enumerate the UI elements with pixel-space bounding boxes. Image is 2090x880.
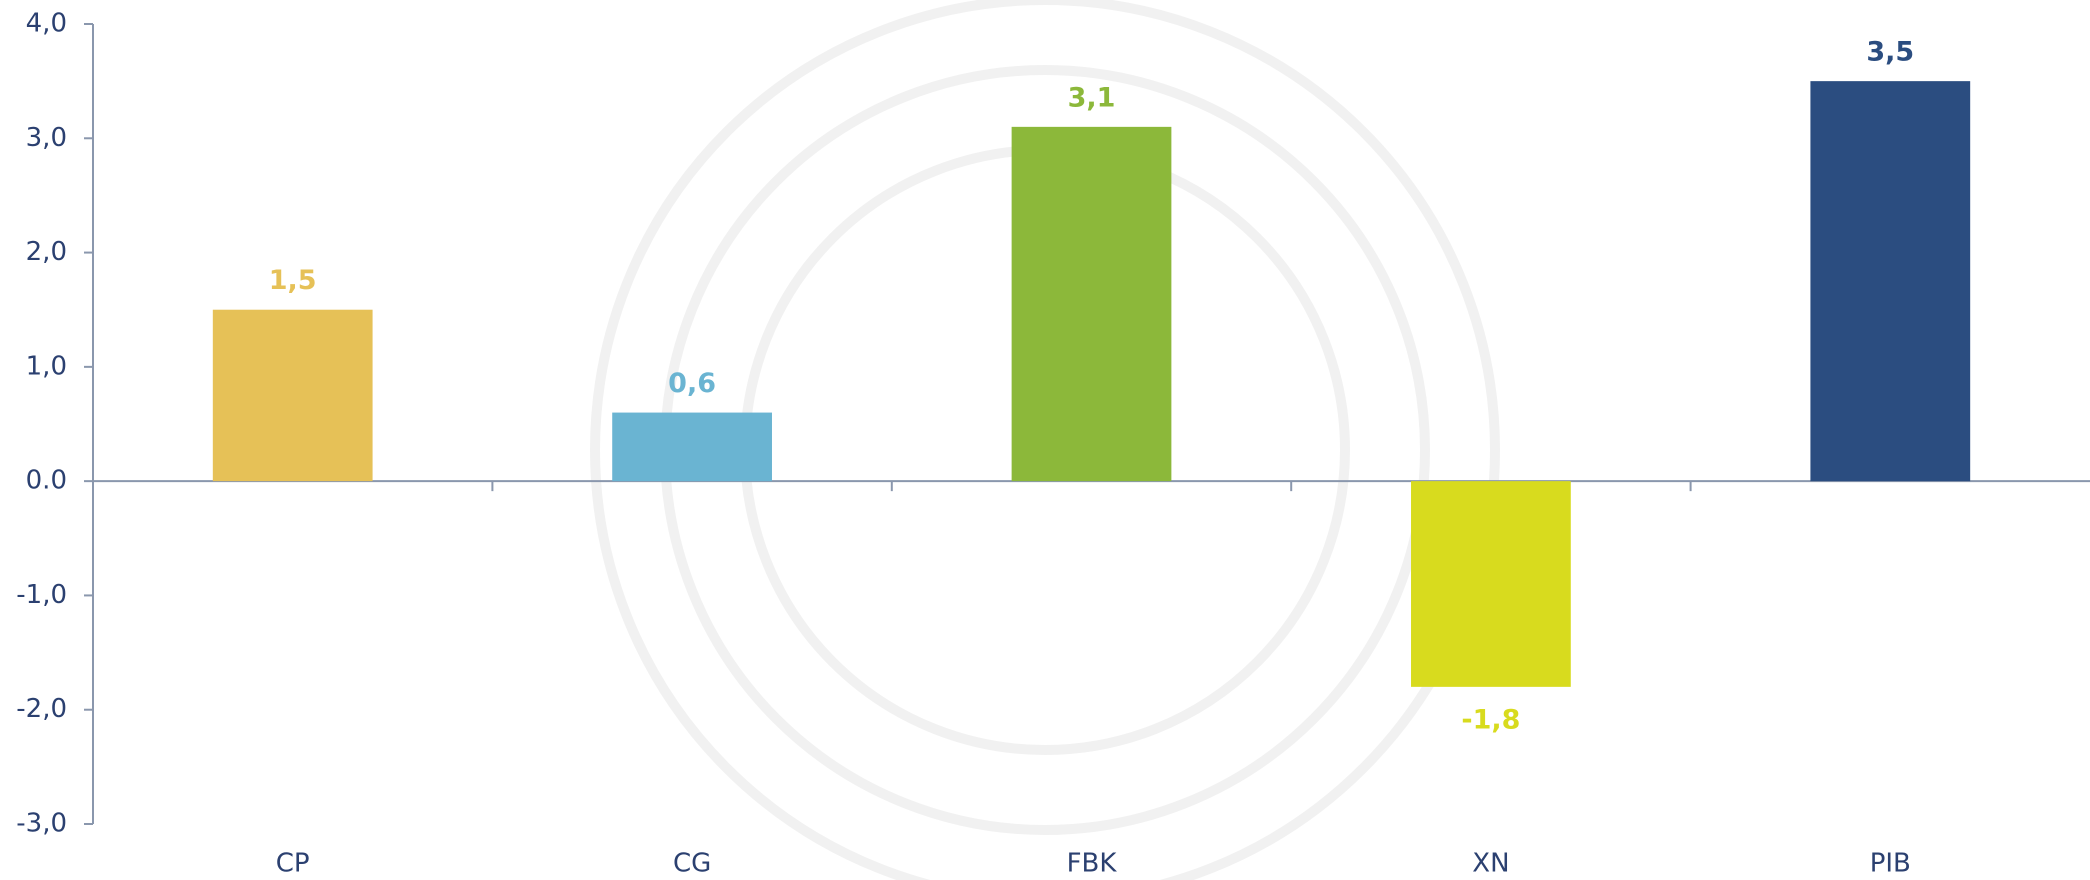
bar — [212, 309, 373, 482]
value-label: 3,1 — [1068, 82, 1116, 113]
x-tick-label: PIB — [1870, 849, 1911, 879]
bar — [1810, 81, 1971, 482]
bar — [612, 412, 772, 482]
y-tick-label: 0.0 — [26, 466, 67, 496]
y-tick-label: 4,0 — [26, 9, 67, 39]
y-tick-label: -1,0 — [16, 580, 67, 610]
value-label: 0,6 — [668, 368, 716, 399]
x-tick-label: CP — [276, 849, 310, 879]
value-label: -1,8 — [1461, 704, 1520, 735]
value-label: 1,5 — [269, 265, 317, 296]
bar — [1411, 481, 1571, 687]
x-tick-label: FBK — [1067, 849, 1118, 879]
x-tick-label: XN — [1472, 849, 1509, 879]
y-tick-label: 2,0 — [26, 237, 67, 267]
x-tick-label: CG — [673, 849, 711, 879]
value-label: 3,5 — [1866, 37, 1914, 68]
y-tick-label: 3,0 — [26, 123, 67, 153]
y-tick-label: -2,0 — [16, 694, 67, 724]
y-tick-label: -3,0 — [16, 809, 67, 839]
bar — [1011, 126, 1172, 482]
y-tick-label: 1,0 — [26, 351, 67, 381]
